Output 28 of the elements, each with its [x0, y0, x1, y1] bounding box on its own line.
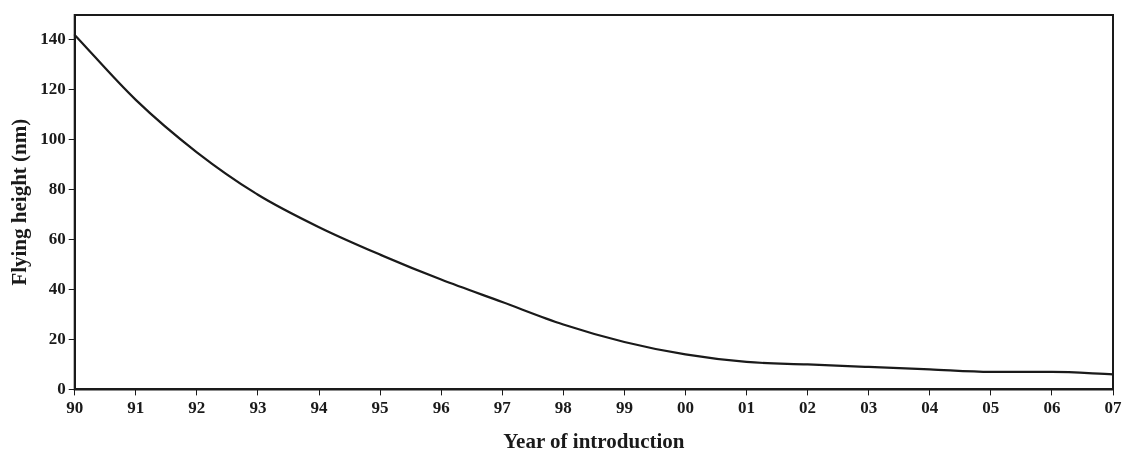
y-axis-title: Flying height (nm) — [7, 118, 32, 286]
x-tick-label: 00 — [676, 397, 694, 417]
x-tick-label: 90 — [66, 397, 84, 417]
x-tick-label: 92 — [188, 397, 206, 417]
x-tick-label: 04 — [921, 397, 939, 417]
y-tick-label: 100 — [40, 129, 66, 149]
x-tick-label: 07 — [1104, 397, 1122, 417]
y-tick-label: 120 — [40, 79, 66, 99]
y-tick-label: 80 — [48, 179, 66, 199]
x-tick-label: 97 — [493, 397, 512, 417]
x-tick-label: 03 — [860, 397, 878, 417]
y-tick-label: 60 — [48, 229, 66, 249]
x-axis-title: Year of introduction — [503, 428, 685, 453]
x-tick-label: 91 — [127, 397, 145, 417]
y-tick-label: 140 — [40, 29, 66, 49]
y-tick-label: 20 — [48, 328, 66, 348]
x-tick-label: 94 — [310, 397, 329, 417]
x-tick-label: 05 — [982, 397, 1000, 417]
y-tick-label: 0 — [57, 378, 66, 398]
x-tick-label: 96 — [432, 397, 450, 417]
x-tick-label: 01 — [738, 397, 756, 417]
x-tick-label: 02 — [799, 397, 817, 417]
x-tick-label: 99 — [615, 397, 633, 417]
x-tick-label: 95 — [371, 397, 389, 417]
x-tick-label: 93 — [249, 397, 267, 417]
x-tick-label: 98 — [554, 397, 572, 417]
y-tick-label: 40 — [48, 278, 66, 298]
x-tick-label: 06 — [1043, 397, 1061, 417]
